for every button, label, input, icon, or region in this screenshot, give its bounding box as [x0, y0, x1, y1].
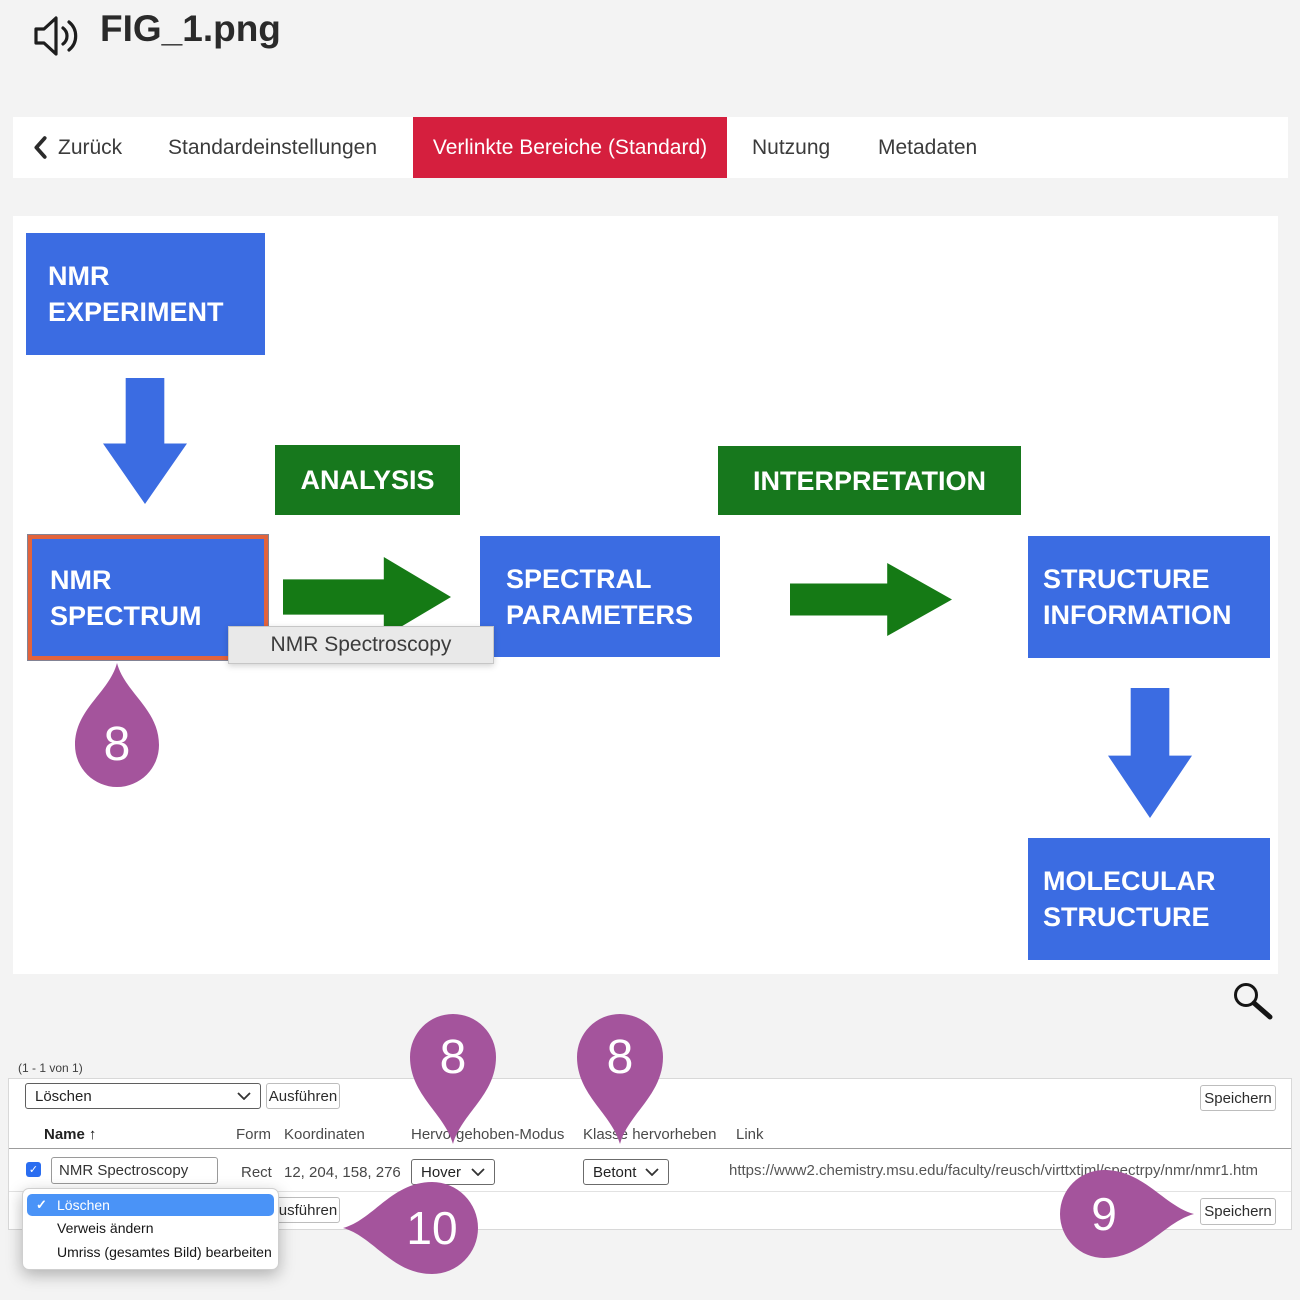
save-button[interactable]: Speichern: [1200, 1085, 1276, 1111]
diagram-box-interpretation: INTERPRETATION: [718, 446, 1021, 515]
divider: [9, 1148, 1291, 1149]
region-name-input[interactable]: [51, 1157, 218, 1184]
linked-image-preview: NMR EXPERIMENT ANALYSIS NMR SPECTRUM SPE…: [13, 216, 1278, 974]
arrow-down-icon: [103, 378, 187, 504]
menu-item-loeschen[interactable]: ✓ Löschen: [27, 1194, 274, 1216]
step-marker-9-save: 9: [1060, 1170, 1194, 1258]
column-header-name[interactable]: Name ↑: [44, 1126, 97, 1143]
tab-standardeinstellungen[interactable]: Standardeinstellungen: [168, 135, 377, 159]
back-button[interactable]: Zurück: [33, 117, 122, 178]
diagram-box-nmr-spectrum-selected-region[interactable]: NMR SPECTRUM: [28, 535, 268, 660]
step-marker-8-class-highlight: 8: [577, 1014, 663, 1144]
sort-ascending-icon: ↑: [88, 1126, 97, 1143]
region-tooltip: NMR Spectroscopy: [228, 626, 494, 664]
step-marker-8-hover-mode: 8: [410, 1014, 496, 1144]
execute-button[interactable]: Ausführen: [266, 1083, 340, 1109]
bulk-action-select[interactable]: Löschen: [25, 1083, 261, 1109]
tab-verlinkte-bereiche[interactable]: Verlinkte Bereiche (Standard): [413, 117, 727, 178]
menu-item-verweis-aendern[interactable]: Verweis ändern: [57, 1220, 154, 1236]
chevron-down-icon: [471, 1168, 485, 1176]
class-highlight-select[interactable]: Betont: [583, 1159, 669, 1185]
checkmark-icon: ✓: [36, 1197, 47, 1212]
results-count: (1 - 1 von 1): [18, 1061, 83, 1075]
arrow-down-icon: [1108, 688, 1192, 818]
diagram-box-molecular-structure: MOLECULAR STRUCTURE: [1028, 838, 1270, 960]
chevron-down-icon: [237, 1092, 251, 1100]
row-form-value: Rect: [241, 1164, 272, 1181]
arrow-right-icon: [283, 557, 451, 637]
diagram-box-spectral-parameters: SPECTRAL PARAMETERS: [480, 536, 720, 657]
column-header-link[interactable]: Link: [736, 1126, 764, 1143]
highlight-mode-select[interactable]: Hover: [411, 1159, 495, 1185]
step-marker-10-action-menu: 10: [343, 1182, 478, 1274]
diagram-box-analysis: ANALYSIS: [275, 445, 460, 515]
tab-nutzung[interactable]: Nutzung: [752, 135, 831, 159]
magnifier-icon[interactable]: [1230, 980, 1278, 1026]
step-marker-8-region: 8: [75, 663, 159, 787]
chevron-down-icon: [645, 1168, 659, 1176]
save-button[interactable]: Speichern: [1200, 1198, 1276, 1225]
diagram-box-nmr-experiment: NMR EXPERIMENT: [26, 233, 265, 355]
divider: [9, 1191, 1291, 1192]
checkmark-icon: ✓: [28, 1164, 39, 1176]
diagram-box-structure-information: STRUCTURE INFORMATION: [1028, 536, 1270, 658]
column-header-koordinaten[interactable]: Koordinaten: [284, 1126, 365, 1143]
bulk-action-menu: ✓ Löschen Verweis ändern Umriss (gesamte…: [22, 1188, 279, 1270]
tab-bar: Zurück Standardeinstellungen Verlinkte B…: [13, 117, 1288, 178]
chevron-left-icon: [34, 136, 47, 159]
column-header-form[interactable]: Form: [236, 1126, 271, 1143]
row-checkbox[interactable]: ✓: [26, 1162, 41, 1177]
tab-metadaten[interactable]: Metadaten: [878, 135, 978, 159]
row-coordinates-value: 12, 204, 158, 276: [284, 1164, 401, 1181]
arrow-right-icon: [790, 563, 952, 636]
menu-item-umriss-bearbeiten[interactable]: Umriss (gesamtes Bild) bearbeiten: [57, 1244, 272, 1260]
back-label: Zurück: [58, 135, 123, 159]
page-title: FIG_1.png: [100, 8, 281, 49]
speaker-icon: [30, 12, 82, 60]
